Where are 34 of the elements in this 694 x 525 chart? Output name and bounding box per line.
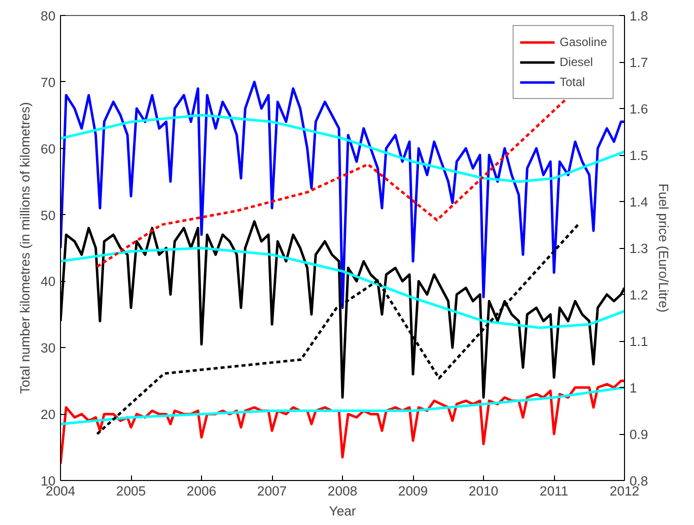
y-tick-label: 70 — [40, 74, 56, 90]
y2-tick-label: 1.8 — [630, 8, 648, 24]
y2-tick-label: 1.6 — [630, 102, 648, 116]
y2-tick-label: 1.7 — [630, 55, 648, 70]
line-series — [60, 114, 624, 183]
line-series — [60, 246, 624, 329]
x-tick-label: 2007 — [257, 484, 287, 498]
y2-tick-label: 0.9 — [630, 427, 648, 442]
x-tick-label: 2006 — [186, 484, 216, 498]
y-tick-label: 60 — [40, 141, 56, 156]
line-series — [96, 98, 568, 268]
y-tick-label: 30 — [40, 340, 56, 356]
line-series — [60, 386, 624, 426]
x-axis-title: Year — [329, 504, 357, 518]
y-tick-label: 40 — [40, 274, 56, 290]
y2-axis-title: Fuel price (Euro/Litre) — [656, 184, 672, 312]
y-tick-label: 80 — [40, 8, 56, 24]
y-tick-label: 50 — [40, 208, 56, 223]
legend-label: Diesel — [560, 55, 593, 69]
y2-tick-label: 1.4 — [630, 194, 649, 210]
y2-tick-label: 1 — [630, 380, 637, 396]
y2-tick-label: 1.2 — [630, 288, 648, 302]
x-tick-label: 2010 — [468, 484, 498, 498]
y-axis-title: Total number kilometres (in millions of kilometres) — [18, 102, 33, 394]
y2-tick-label: 1.1 — [630, 334, 648, 349]
y2-tick-label: 1.5 — [630, 148, 648, 163]
x-tick-label: 2005 — [116, 484, 146, 498]
x-tick-label: 2011 — [540, 484, 568, 498]
y-tick-label: 20 — [40, 407, 56, 422]
legend-label: Gasoline — [560, 35, 607, 49]
x-tick-label: 2009 — [398, 484, 428, 498]
x-tick-label: 2008 — [328, 484, 358, 498]
legend-label: Total — [560, 75, 585, 89]
y2-tick-label: 1.3 — [630, 241, 648, 256]
